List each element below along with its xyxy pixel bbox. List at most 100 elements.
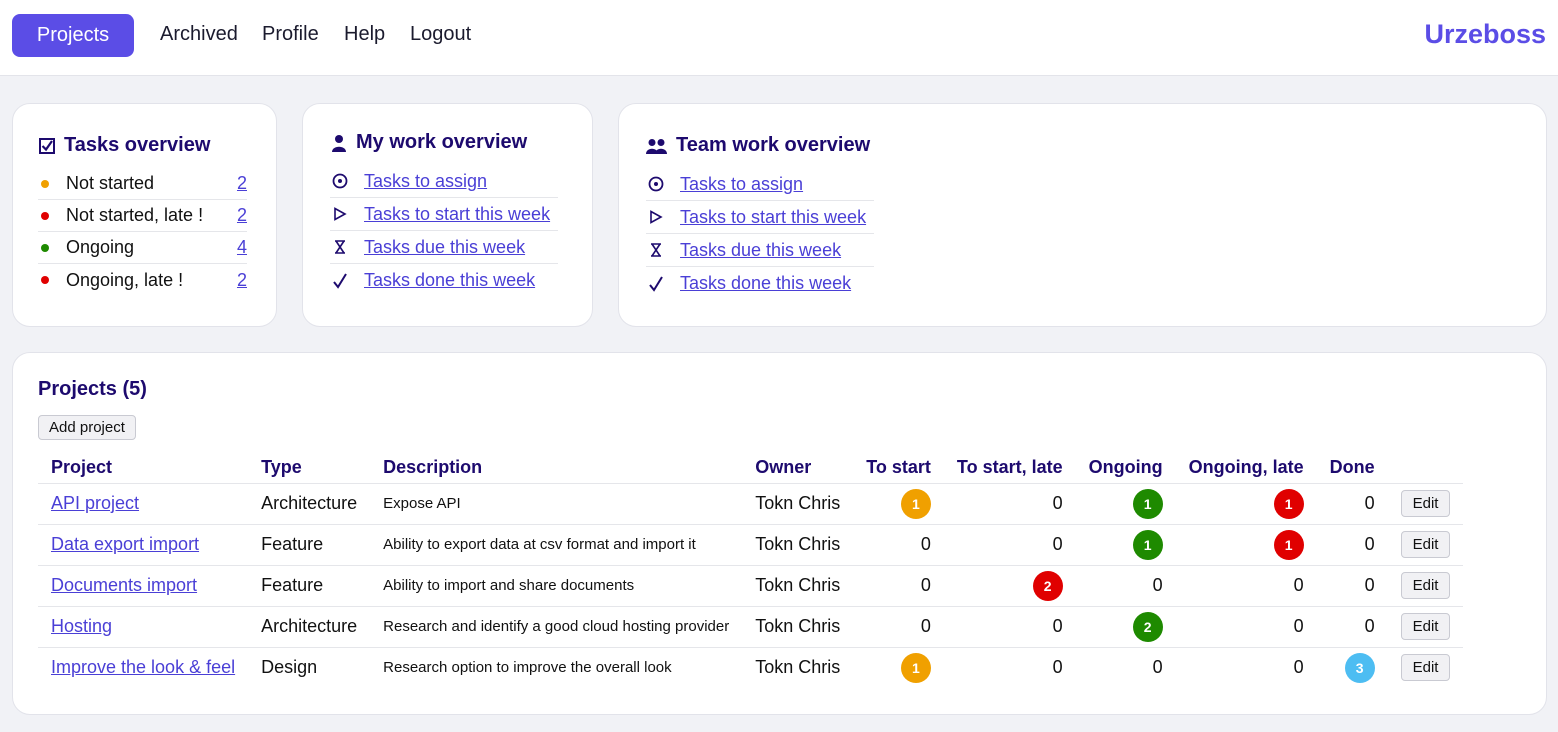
status-label: Not started — [66, 173, 155, 193]
brand-logo[interactable]: Urzeboss — [1424, 19, 1546, 49]
project-link[interactable]: Hosting — [51, 616, 113, 636]
status-count-link[interactable]: 2 — [236, 173, 247, 193]
my-work-title-text: My work overview — [356, 131, 528, 153]
count-done-cell: 0 — [1316, 523, 1388, 565]
my-work-title: My work overview — [330, 131, 527, 154]
table-row: Data export import Feature Ability to expo… — [38, 523, 1464, 565]
count-to-start-badge: 1 — [900, 488, 931, 519]
my-work-link-assign: Tasks to assign — [330, 165, 558, 198]
col-header-to-start: To start — [866, 456, 931, 477]
project-name-cell: Hosting — [38, 605, 249, 647]
count-ongoing-cell: 0 — [1075, 646, 1176, 688]
project-description-cell: Research and identify a good cloud hosti… — [370, 605, 743, 647]
project-type-cell: Architecture — [248, 605, 371, 647]
status-count-link[interactable]: 4 — [236, 237, 247, 257]
project-name-cell: API project — [38, 482, 249, 524]
my-work-link-due: Tasks due this week — [330, 231, 558, 264]
team-work-link-done: Tasks done this week — [646, 267, 874, 300]
project-link[interactable]: Data export import — [51, 534, 200, 554]
edit-project-button[interactable]: Edit — [1400, 654, 1451, 682]
count-to-start-late-cell: 0 — [943, 482, 1076, 524]
count-ongoing-late-cell: 1 — [1175, 482, 1317, 524]
count-to-start-late-cell: 0 — [943, 605, 1076, 647]
project-name-cell: Data export import — [38, 523, 249, 565]
nav-help[interactable]: Help — [344, 23, 386, 45]
hourglass-icon — [646, 241, 666, 259]
tasks-due-link[interactable]: Tasks due this week — [364, 236, 526, 257]
actions-cell: Edit — [1387, 564, 1464, 606]
team-tasks-done-link[interactable]: Tasks done this week — [680, 273, 852, 293]
project-type-cell: Design — [248, 646, 371, 688]
col-header-done: Done — [1329, 456, 1375, 477]
target-icon — [646, 175, 666, 193]
nav-archived[interactable]: Archived — [160, 23, 238, 45]
status-row-ongoing: Ongoing 4 — [38, 232, 247, 264]
team-tasks-due-link[interactable]: Tasks due this week — [680, 239, 842, 260]
status-dot-icon — [41, 179, 49, 188]
project-link[interactable]: Improve the look & feel — [51, 657, 236, 678]
my-work-link-start: Tasks to start this week — [330, 198, 558, 231]
team-tasks-to-assign-link[interactable]: Tasks to assign — [680, 173, 804, 194]
edit-project-button[interactable]: Edit — [1400, 531, 1451, 558]
project-owner-cell: Tokn Chris — [742, 646, 854, 688]
project-link[interactable]: API project — [51, 493, 140, 513]
tasks-to-assign-link[interactable]: Tasks to assign — [364, 170, 488, 191]
status-row-not-started-late: Not started, late ! 2 — [38, 200, 247, 232]
col-header-owner: Owner — [755, 456, 812, 477]
actions-cell: Edit — [1387, 646, 1464, 688]
table-row: Hosting Architecture Research and identify… — [38, 605, 1464, 647]
status-count-link[interactable]: 2 — [236, 269, 247, 290]
table-row: API project Architecture Expose API Tokn Ch… — [38, 482, 1464, 524]
count-ongoing-late-badge: 1 — [1273, 529, 1304, 560]
project-description-cell: Research option to improve the overall l… — [370, 646, 743, 688]
count-ongoing-cell: 1 — [1075, 523, 1176, 565]
count-to-start-cell: 0 — [853, 605, 944, 647]
count-done-cell: 0 — [1316, 564, 1388, 606]
projects-table-body: API project Architecture Expose API Tokn Ch… — [38, 482, 1464, 688]
user-icon — [330, 134, 348, 152]
col-header-project: Project — [51, 456, 113, 477]
status-count-link[interactable]: 2 — [236, 205, 247, 225]
count-done-cell: 0 — [1316, 605, 1388, 647]
status-list: Not started 2 Not started, late ! 2 Ongo… — [38, 168, 247, 296]
count-to-start-cell: 1 — [853, 482, 944, 524]
count-to-start-late-badge: 2 — [1032, 570, 1063, 601]
team-work-link-assign: Tasks to assign — [646, 168, 874, 201]
status-row-not-started: Not started 2 — [38, 168, 247, 200]
tasks-done-link[interactable]: Tasks done this week — [364, 270, 536, 290]
project-link[interactable]: Documents import — [51, 575, 198, 595]
tasks-overview-title-text: Tasks overview — [64, 134, 211, 156]
col-header-description: Description — [383, 456, 483, 477]
status-label: Not started, late ! — [66, 205, 204, 225]
project-name-cell: Documents import — [38, 564, 249, 606]
edit-project-button[interactable]: Edit — [1400, 490, 1451, 517]
count-to-start-cell: 1 — [853, 646, 944, 688]
team-work-card: Team work overview Tasks to assign Tasks… — [618, 103, 1547, 327]
team-icon — [646, 137, 668, 155]
table-header-row: Project Type Description Owner To start … — [38, 452, 1463, 483]
status-label: Ongoing — [66, 237, 135, 257]
count-to-start-late-cell: 0 — [943, 646, 1076, 688]
count-to-start-late-cell: 2 — [943, 564, 1076, 606]
count-to-start-badge: 1 — [900, 652, 931, 683]
edit-project-button[interactable]: Edit — [1400, 613, 1451, 640]
play-icon — [330, 205, 350, 223]
count-ongoing-late-badge: 1 — [1273, 488, 1304, 519]
count-ongoing-cell: 1 — [1075, 482, 1176, 524]
project-type-cell: Architecture — [248, 482, 371, 524]
project-description-cell: Expose API — [370, 482, 743, 524]
count-done-badge: 3 — [1344, 652, 1375, 683]
add-project-button[interactable]: Add project — [38, 415, 136, 440]
table-row: Improve the look & feel Design Research op… — [38, 646, 1464, 688]
col-header-actions — [1388, 452, 1464, 483]
team-tasks-to-start-link[interactable]: Tasks to start this week — [680, 206, 867, 227]
col-header-to-start-late: To start, late — [956, 456, 1063, 477]
nav-logout[interactable]: Logout — [410, 23, 472, 45]
my-work-link-done: Tasks done this week — [330, 264, 558, 297]
edit-project-button[interactable]: Edit — [1400, 572, 1451, 599]
table-row: Documents import Feature Ability to import… — [38, 564, 1464, 606]
nav-profile[interactable]: Profile — [262, 23, 319, 45]
count-ongoing-late-cell: 1 — [1175, 523, 1317, 565]
nav-projects[interactable]: Projects — [12, 14, 134, 57]
tasks-to-start-link[interactable]: Tasks to start this week — [364, 203, 551, 224]
